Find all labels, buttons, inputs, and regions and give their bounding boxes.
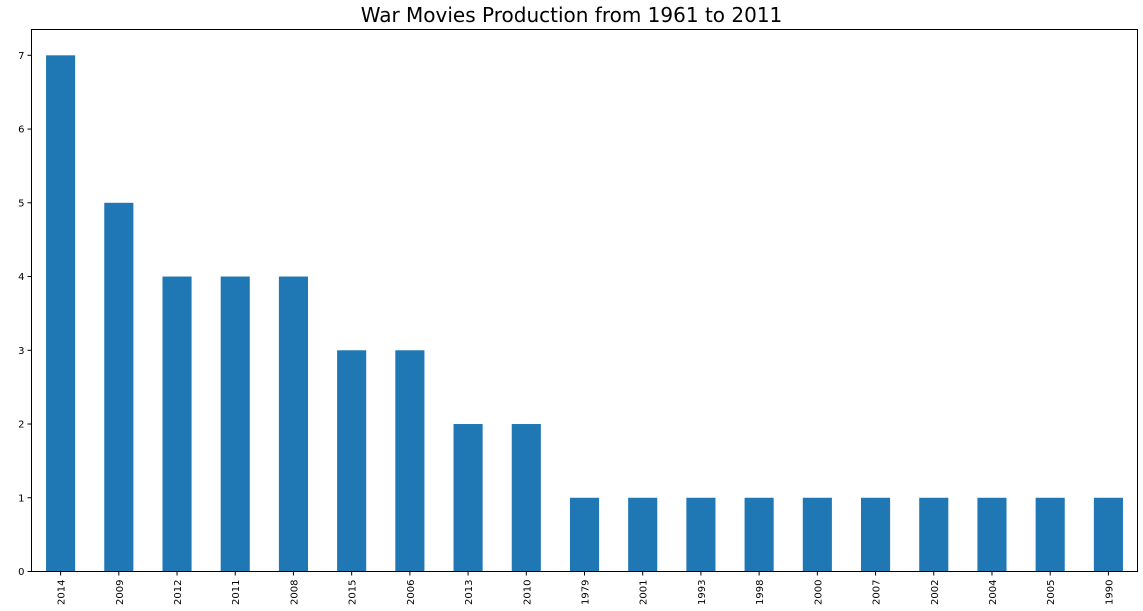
plot-frame bbox=[31, 29, 1138, 572]
bar-2013 bbox=[453, 424, 483, 572]
chart-title: War Movies Production from 1961 to 2011 bbox=[360, 3, 783, 27]
x-tick-label: 2013 bbox=[464, 580, 475, 605]
bar-1993 bbox=[686, 497, 716, 572]
bar-2011 bbox=[220, 276, 250, 572]
x-tick-label: 2006 bbox=[406, 580, 417, 605]
bar-2002 bbox=[919, 497, 949, 572]
bar-2015 bbox=[337, 350, 367, 572]
bar-2005 bbox=[1035, 497, 1065, 572]
x-tick-label: 1998 bbox=[755, 580, 766, 605]
bar-2008 bbox=[278, 276, 308, 572]
x-tick-label: 2012 bbox=[173, 580, 184, 605]
x-tick-label: 2010 bbox=[522, 580, 533, 605]
x-tick-label: 2000 bbox=[813, 580, 824, 605]
y-tick-label: 5 bbox=[18, 198, 24, 209]
y-tick-label: 7 bbox=[18, 51, 24, 62]
y-tick-label: 0 bbox=[18, 567, 24, 578]
x-tick-label: 2009 bbox=[115, 580, 126, 605]
y-tick-label: 3 bbox=[18, 346, 24, 357]
x-tick-label: 2007 bbox=[872, 580, 883, 605]
y-axis: 0 1 2 3 4 5 6 7 bbox=[18, 51, 32, 578]
x-tick-label: 2001 bbox=[639, 580, 650, 605]
x-tick-label: 1993 bbox=[697, 580, 708, 605]
bar-2006 bbox=[395, 350, 425, 572]
bar-2004 bbox=[977, 497, 1007, 572]
x-tick-label: 2014 bbox=[57, 580, 68, 605]
bar-2012 bbox=[162, 276, 192, 572]
x-tick-label: 2004 bbox=[988, 580, 999, 605]
bar-1990 bbox=[1093, 497, 1123, 572]
y-tick-label: 1 bbox=[18, 493, 24, 504]
x-tick-label: 2008 bbox=[289, 580, 300, 605]
x-tick-label: 2015 bbox=[348, 580, 359, 605]
bar-2009 bbox=[104, 202, 134, 572]
bars-group bbox=[46, 55, 1123, 572]
bar-1979 bbox=[569, 497, 600, 572]
bar-2001 bbox=[628, 497, 658, 572]
bar-2007 bbox=[861, 497, 891, 572]
y-tick-label: 4 bbox=[18, 272, 24, 283]
y-tick-label: 2 bbox=[18, 420, 24, 431]
y-tick-label: 6 bbox=[18, 125, 24, 136]
x-tick-label: 1990 bbox=[1104, 580, 1115, 605]
bar-1998 bbox=[744, 497, 774, 572]
x-tick-label: 1979 bbox=[581, 580, 592, 605]
x-tick-label: 2011 bbox=[231, 580, 242, 605]
x-tick-label: 2005 bbox=[1046, 580, 1057, 605]
bar-2010 bbox=[511, 424, 541, 572]
x-tick-label: 2002 bbox=[930, 580, 941, 605]
bar-2014 bbox=[46, 55, 76, 572]
bar-2000 bbox=[802, 497, 832, 572]
x-axis: 2014 2009 2012 2011 2008 2015 2006 2013 2010 1979… bbox=[57, 571, 1115, 605]
